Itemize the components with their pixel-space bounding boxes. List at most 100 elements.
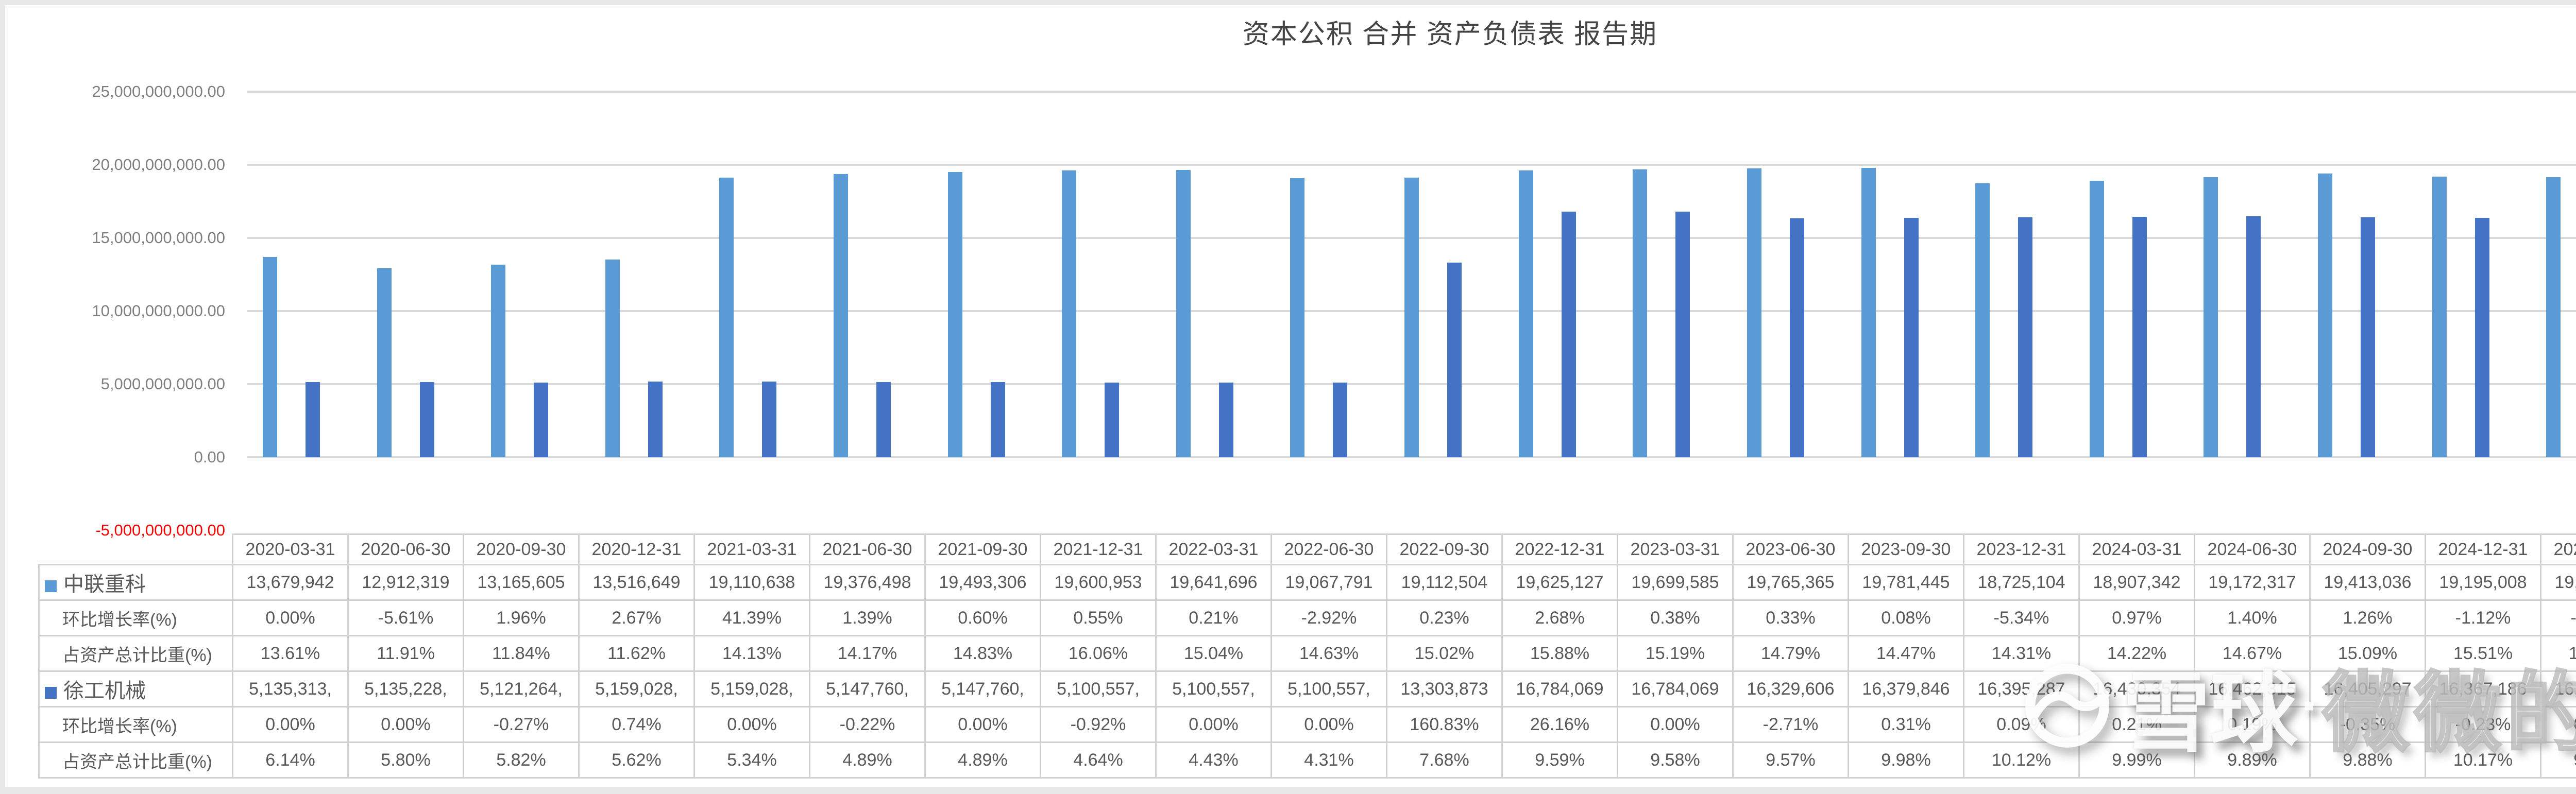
table-cell: 19,195,008	[2425, 564, 2541, 601]
column-header-date: 2021-12-31	[1040, 533, 1157, 565]
table-cell: 19,493,306	[924, 564, 1041, 601]
table-cell: 16,784,069	[1617, 670, 1734, 707]
column-header-date: 2024-12-31	[2425, 533, 2541, 565]
table-cell: -0.92%	[1040, 706, 1157, 743]
table-cell: 19,641,696	[1155, 564, 1272, 601]
chart-bar	[2204, 177, 2218, 457]
table-cell: 14.76%	[2540, 635, 2576, 672]
chart-bar	[947, 172, 962, 457]
table-cell: 15.04%	[1155, 635, 1272, 672]
table-cell: 19,376,498	[809, 564, 926, 601]
table-cell: 11.91%	[347, 635, 464, 672]
table-cell: 0.31%	[1848, 706, 1964, 743]
table-cell: 2.67%	[578, 599, 695, 636]
table-cell: 5,121,264,	[463, 670, 580, 707]
chart-bar	[834, 174, 849, 457]
table-cell: 2.68%	[1501, 599, 1618, 636]
row-label: 环比增长率(%)	[38, 706, 233, 743]
table-cell: 0.08%	[1848, 599, 1964, 636]
table-row: 中联重科 13,679,942 12,912,319 13,165,605 13,516…	[38, 564, 2576, 601]
table-cell: 14.83%	[924, 635, 1041, 672]
chart-bar	[2360, 217, 2375, 457]
table-cell: 19,163,001	[2540, 564, 2576, 601]
table-cell: 16,402,253	[2540, 670, 2576, 707]
y-axis-label: -5,000,000,000.00	[95, 521, 225, 539]
table-cell: 11.84%	[463, 635, 580, 672]
table-cell: 0.00%	[924, 706, 1041, 743]
chart-bar	[2546, 177, 2561, 457]
table-cell: 9.88%	[2309, 741, 2426, 779]
table-cell: 7.68%	[1386, 741, 1503, 779]
table-cell: 13.61%	[232, 635, 349, 672]
table-cell: 5,135,313,	[232, 670, 349, 707]
table-cell: -0.23%	[2425, 706, 2541, 743]
table-cell: 15.51%	[2425, 635, 2541, 672]
table-cell: -0.22%	[809, 706, 926, 743]
table-cell: 14.22%	[2078, 635, 2195, 672]
y-axis-label: 25,000,000,000.00	[92, 82, 225, 100]
data-table: 2020-03-31 2020-06-30 2020-09-30 2020-12-31…	[38, 533, 2576, 779]
chart-bar	[2089, 181, 2104, 457]
table-cell: 1.26%	[2309, 599, 2426, 636]
chart-bar	[876, 382, 891, 457]
column-header-date: 2020-12-31	[578, 533, 695, 565]
table-cell: -5.61%	[347, 599, 464, 636]
chart-bar	[1176, 170, 1191, 457]
y-axis-label: 10,000,000,000.00	[92, 302, 225, 320]
table-cell: 19,112,504	[1386, 564, 1503, 601]
row-label: 中联重科	[38, 564, 233, 601]
table-cell: 16,367,186	[2425, 670, 2541, 707]
chart-bar	[1290, 178, 1305, 457]
table-cell: 16,405,297	[2309, 670, 2426, 707]
column-header-date: 2022-06-30	[1270, 533, 1387, 565]
table-cell: 5.80%	[347, 741, 464, 779]
chart-title: 资本公积 合并 资产负债表 报告期	[1242, 20, 1658, 49]
chart-bar	[719, 178, 734, 457]
table-cell: 14.17%	[809, 635, 926, 672]
table-cell: 14.79%	[1732, 635, 1849, 672]
row-label: 占资产总计比重(%)	[38, 635, 233, 672]
table-cell: -5.34%	[1963, 599, 2080, 636]
chart-bar	[491, 265, 506, 457]
table-cell: 5,147,760,	[924, 670, 1041, 707]
table-cell: 0.60%	[924, 599, 1041, 636]
table-cell: 1.39%	[809, 599, 926, 636]
table-cell: 5,159,028,	[693, 670, 810, 707]
table-cell: 26.16%	[1501, 706, 1618, 743]
table-cell: 0.00%	[1617, 706, 1734, 743]
series-name: 徐工机械	[63, 680, 146, 702]
table-cell: 9.57%	[1732, 741, 1849, 779]
table-cell: 18,725,104	[1963, 564, 2080, 601]
chart-bar	[534, 382, 549, 457]
column-header-date: 2020-06-30	[347, 533, 464, 565]
table-cell: 0.19%	[2194, 706, 2311, 743]
table-cell: 9.59%	[1501, 741, 1618, 779]
table-cell: 0.21%	[1155, 599, 1272, 636]
table-row: 占资产总计比重(%) 13.61% 11.91% 11.84% 11.62% 14.13%…	[38, 635, 2576, 672]
chart-bar	[1105, 383, 1120, 457]
chart-bar	[2246, 216, 2261, 457]
table-cell: 15.09%	[2309, 635, 2426, 672]
table-cell: 19,067,791	[1270, 564, 1387, 601]
legend-swatch	[45, 580, 57, 592]
table-cell: 16,462,315	[2194, 670, 2311, 707]
chart-bar	[1404, 178, 1419, 457]
table-cell: 9.58%	[1617, 741, 1734, 779]
table-cell: 0.38%	[1617, 599, 1734, 636]
chart-bar	[2432, 176, 2447, 457]
y-axis-label: 15,000,000,000.00	[92, 229, 225, 247]
table-cell: 6.14%	[232, 741, 349, 779]
table-cell: 9.89%	[2194, 741, 2311, 779]
table-cell: 15.19%	[1617, 635, 1734, 672]
chart-bar	[2475, 218, 2489, 457]
chart-bar	[377, 268, 392, 457]
table-row: 占资产总计比重(%) 6.14% 5.80% 5.82% 5.62% 5.34% 4.89%…	[38, 741, 2576, 779]
table-cell: 18,907,342	[2078, 564, 2195, 601]
table-cell: 10.12%	[1963, 741, 2080, 779]
chart-bar	[1218, 383, 1233, 457]
table-cell: 15.88%	[1501, 635, 1618, 672]
table-cell: 5,135,228,	[347, 670, 464, 707]
chart-bar	[1789, 218, 1804, 457]
table-cell: 0.00%	[693, 706, 810, 743]
y-axis-label: 5,000,000,000.00	[100, 375, 225, 393]
